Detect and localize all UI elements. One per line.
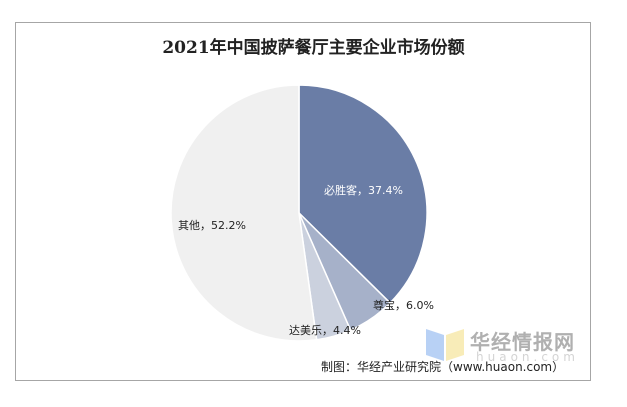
label-pizzahut: 必胜客，37.4% <box>324 184 403 197</box>
chart-frame <box>15 22 591 381</box>
pie-slice-0 <box>298 84 428 305</box>
label-zunbao: 尊宝，6.0% <box>373 299 434 312</box>
label-dominos: 达美乐，4.4% <box>289 324 361 337</box>
pie-slice-3 <box>170 84 318 342</box>
watermark-logo <box>426 329 464 361</box>
label-others: 其他，52.2% <box>178 219 246 232</box>
chart-title: 2021年中国披萨餐厅主要企业市场份额 <box>162 38 465 58</box>
source-note: 制图：华经产业研究院（www.huaon.com） <box>321 360 565 374</box>
watermark-text: 华经情报网 <box>470 330 575 354</box>
watermark-sub: huaon.com <box>476 350 579 364</box>
